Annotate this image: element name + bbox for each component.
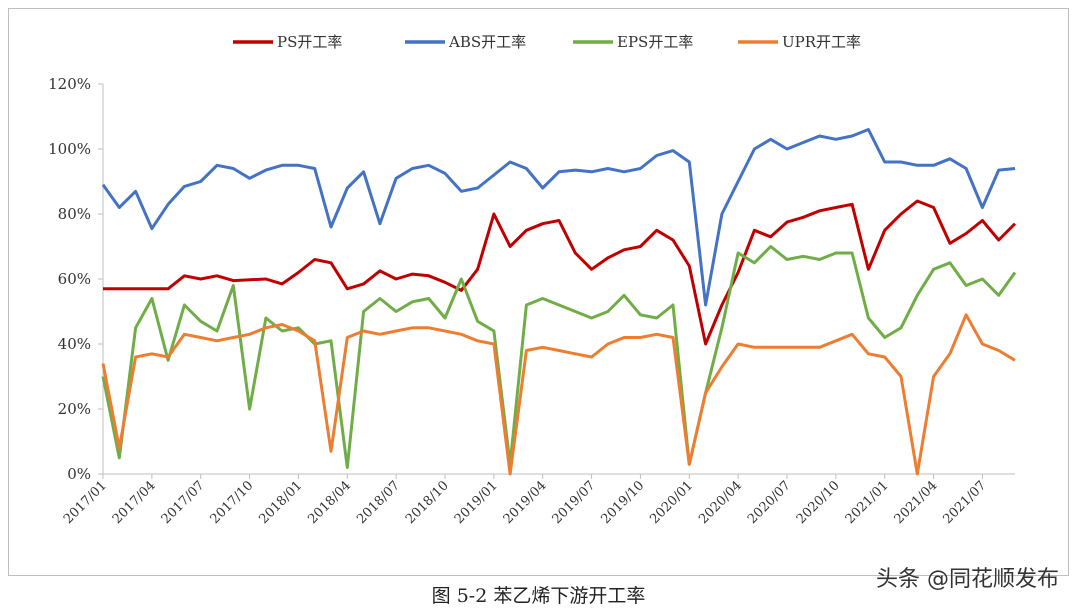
x-tick-label: 2019/07	[550, 478, 599, 527]
x-tick-label: 2018/01	[256, 478, 305, 527]
legend-label-2: ABS开工率	[448, 33, 526, 51]
series-line-1	[103, 199, 1017, 346]
chart-frame	[8, 8, 1069, 576]
legend-label-3: EPS开工率	[617, 33, 693, 51]
line-chart: PS开工率 ABS开工率 EPS开工率 UPR开工率 0% 20% 40% 60% 80% 10…	[48, 33, 1017, 527]
y-tick-label: 0%	[67, 465, 91, 483]
y-tick-label: 80%	[58, 205, 91, 223]
y-tick-label: 60%	[58, 270, 91, 288]
x-tick-label: 2017/07	[159, 478, 208, 527]
x-tick-label: 2020/04	[696, 478, 745, 527]
x-tick-label: 2020/01	[647, 478, 696, 527]
x-tick-label: 2018/07	[354, 478, 403, 527]
x-tick-label: 2021/01	[843, 478, 892, 527]
x-tick-label: 2019/10	[598, 478, 647, 527]
x-tick-label: 2017/01	[61, 478, 110, 527]
x-tick-label: 2021/07	[940, 478, 989, 527]
x-tick-label: 2018/10	[403, 478, 452, 527]
x-axis: 2017/01 2017/04 2017/07 2017/10 2018/01 2018/…	[61, 473, 1015, 527]
x-tick-label: 2019/01	[452, 478, 501, 527]
legend-label-4: UPR开工率	[782, 33, 861, 51]
watermark-text: 头条 @同花顺发布	[876, 567, 1059, 592]
legend-label-1: PS开工率	[277, 33, 342, 51]
y-axis: 0% 20% 40% 60% 80% 100% 120%	[48, 75, 104, 483]
x-tick-label: 2017/10	[208, 478, 257, 527]
series-line-4	[101, 313, 1016, 476]
y-tick-label: 100%	[48, 140, 91, 158]
x-tick-label: 2018/04	[305, 478, 354, 527]
x-tick-label: 2020/10	[794, 478, 843, 527]
x-tick-label: 2021/04	[892, 478, 941, 527]
x-tick-label: 2020/07	[745, 478, 794, 527]
series-line-2	[101, 128, 1016, 307]
y-tick-label: 120%	[48, 75, 91, 93]
chart-legend: PS开工率 ABS开工率 EPS开工率 UPR开工率	[233, 33, 861, 51]
y-tick-label: 20%	[58, 400, 91, 418]
y-tick-label: 40%	[58, 335, 91, 353]
x-tick-label: 2017/04	[110, 478, 159, 527]
series-layer	[101, 128, 1017, 476]
x-tick-label: 2019/04	[501, 478, 550, 527]
series-line-3	[101, 245, 1017, 469]
figure-caption: 图 5-2 苯乙烯下游开工率	[431, 585, 646, 607]
